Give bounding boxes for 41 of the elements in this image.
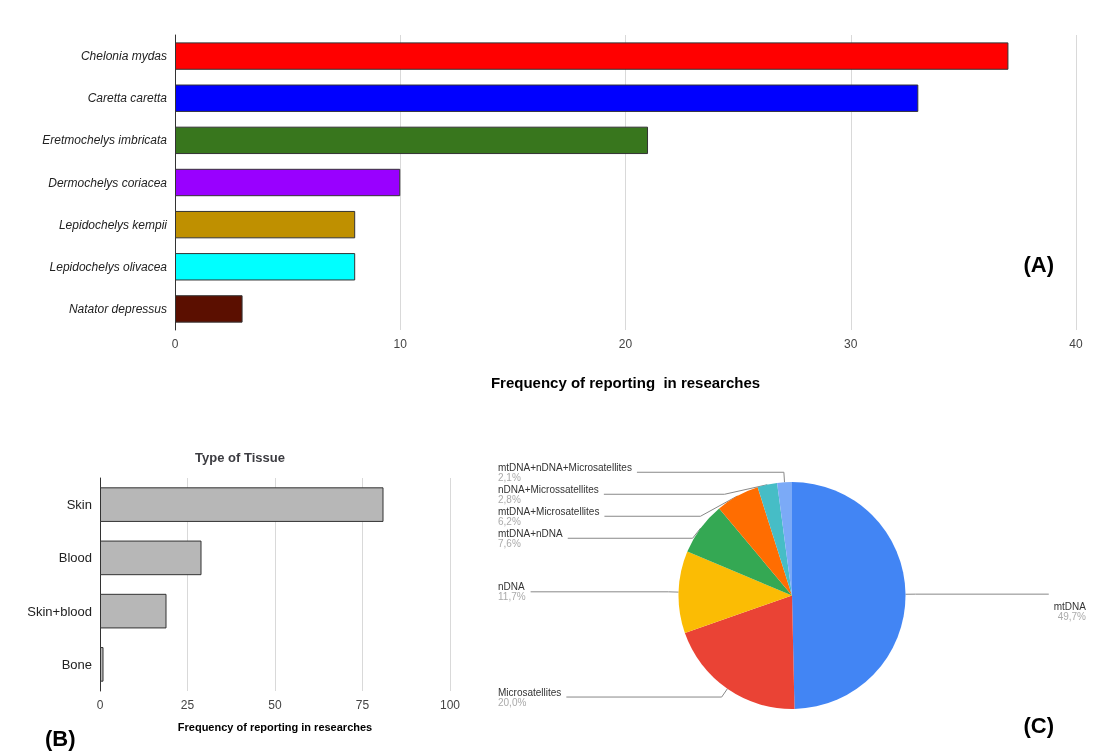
slice-label: mtDNA+Microsatellites	[498, 505, 600, 517]
y-tick-label: Natator depressus	[68, 301, 167, 316]
y-tick-label: Skin	[66, 497, 92, 513]
data-label: 2,8%	[498, 493, 521, 505]
y-tick-label: Eretmochelys imbricata	[42, 133, 168, 148]
slice-label: mtDNA+nDNA	[498, 527, 564, 539]
x-tick-label: 0	[96, 698, 104, 712]
y-tick-label: Lepidochelys olivacea	[49, 259, 168, 274]
x-axis-title: Frequency of reporting in researches	[490, 374, 761, 391]
slice-label: nDNA+Microssatellites	[498, 483, 599, 495]
text: (B)	[45, 725, 76, 751]
y-tick-label: Dermochelys coriacea	[48, 175, 168, 190]
x-axis-title: Frequency of reporting in researches	[177, 720, 373, 733]
text: (C)	[1023, 712, 1055, 738]
x-tick-label: 0	[171, 337, 179, 351]
y-tick-label: Blood	[58, 550, 92, 566]
annotation: (A)	[1023, 251, 1055, 277]
slice-label: mtDNA	[1053, 601, 1087, 613]
y-tick-label: Caretta caretta	[87, 91, 168, 106]
data-label: 6,2%	[498, 515, 521, 527]
data-label: 7,6%	[498, 537, 521, 549]
slice-label: nDNA	[498, 581, 525, 593]
data-label: 11,7%	[498, 591, 526, 603]
x-tick-label: 20	[618, 337, 633, 351]
x-tick-label: 100	[439, 698, 461, 712]
x-tick-label: 40	[1069, 337, 1083, 351]
x-tick-label: 50	[268, 698, 282, 712]
y-tick-label: Skin+blood	[27, 603, 92, 619]
x-tick-label: 10	[393, 337, 408, 351]
data-label: 20,0%	[498, 696, 527, 708]
data-label: 2,1%	[498, 471, 521, 483]
x-tick-label: 30	[844, 337, 858, 351]
y-tick-label: Bone	[61, 656, 92, 672]
slice-label: mtDNA+nDNA+Microsatellites	[498, 461, 632, 473]
x-tick-label: 75	[355, 698, 370, 712]
y-tick-label: Chelonia mydas	[80, 49, 167, 64]
y-tick-label: Lepidochelys kempii	[58, 217, 168, 232]
x-tick-label: 25	[180, 698, 195, 712]
data-label: 49,7%	[1057, 611, 1087, 623]
chart-title: Type of Tissue	[195, 450, 285, 465]
slice-label: Microsatellites	[498, 686, 562, 698]
